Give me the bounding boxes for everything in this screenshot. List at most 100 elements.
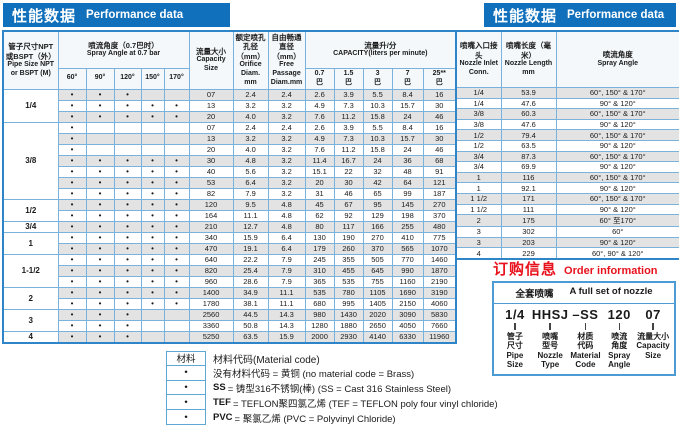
capacity-value-cell: 2650 (362, 319, 393, 332)
angle-dot-cell: • (113, 242, 142, 255)
order-code-label-line: Size (645, 350, 662, 360)
free-passage-cell: 3.2 (267, 143, 306, 156)
angle-dot-cell: • (85, 297, 115, 310)
capacity-value-cell: 15.7 (391, 99, 424, 112)
header-spray-angle-right: 喷流角度 Spray Angle (555, 30, 679, 88)
order-code-label-line: Type (541, 360, 560, 370)
capacity-value-cell: 179 (304, 242, 335, 255)
capacity-value-cell: 535 (304, 286, 335, 299)
left-title-en: Performance data (86, 9, 184, 21)
material-legend-text: SS = 铸型316不锈钢(棒) (SS = Cast 316 Stainles… (213, 382, 452, 395)
angle-dot-cell: • (85, 308, 115, 321)
capacity-value-cell: 24 (391, 110, 424, 123)
capacity-value-cell: 15.1 (304, 165, 335, 178)
pipe-size-cell: 2 (2, 286, 59, 310)
angle-dot-cell (85, 121, 115, 134)
order-code-value: 07 (645, 307, 661, 322)
capacity-value-cell: 95 (362, 198, 393, 211)
angle-dot-cell: • (57, 88, 87, 101)
capacity-value-cell: 990 (391, 264, 424, 277)
capacity-value-cell: 1460 (422, 253, 457, 266)
capacity-size-cell: 40 (188, 165, 234, 178)
nozzle-table-row: 1 1/2 111 90° & 120° (455, 203, 679, 216)
nozzle-table-row: 1 92.1 90° & 120° (455, 182, 679, 194)
angle-dot-cell: • (113, 308, 142, 321)
angle-dot-cell: • (113, 209, 142, 222)
material-legend-text: 没有材料代码 = 黄铜 (no material code = Brass) (213, 369, 415, 381)
header-angle-60: 60° (57, 68, 87, 90)
capacity-value-cell: 80 (304, 220, 335, 233)
order-info-title: 订购信息 Order information (493, 258, 658, 279)
nozzle-table-row: 1/2 79.4 60°, 150° & 170° (455, 129, 679, 141)
free-passage-cell: 2.4 (267, 88, 306, 101)
orifice-diam-cell: 28.6 (232, 275, 269, 288)
full-set-en: A full set of nozzle (569, 286, 653, 297)
capacity-size-cell: 30 (188, 154, 234, 167)
angle-dot-cell: • (113, 154, 142, 167)
capacity-value-cell: 5830 (422, 308, 457, 321)
capacity-value-cell: 68 (422, 154, 457, 167)
spray-angle-cell: 90° & 120° (555, 97, 679, 110)
capacity-size-cell: 53 (188, 176, 234, 189)
angle-dot-cell: • (85, 242, 115, 255)
perf-table-row: 1/2 • • • • • 120 9.5 4.8 45 67 95 145 270 (2, 198, 457, 222)
angle-dot-cell: • (140, 99, 165, 112)
capacity-value-cell: 8.4 (391, 88, 424, 101)
angle-dot-cell (163, 88, 190, 101)
capacity-size-cell: 07 (188, 121, 234, 134)
free-passage-cell: 14.3 (267, 319, 306, 332)
capacity-value-cell: 16 (422, 88, 457, 101)
capacity-value-cell: 45 (304, 198, 335, 211)
orifice-diam-cell: 4.0 (232, 110, 269, 123)
header-spray-angle: 喷流角度（0.7巴时） Spray Angle at 0.7 bar (57, 30, 190, 69)
capacity-value-cell: 410 (391, 231, 424, 244)
capacity-size-cell: 82 (188, 187, 234, 200)
perf-table-row: 3/8 • 07 2.4 2.4 2.6 3.9 5.5 8.4 16 (2, 121, 457, 200)
inlet-conn-cell: 1 1/2 (455, 192, 502, 205)
angle-dot-cell: • (140, 187, 165, 200)
inlet-conn-cell: 1/4 (455, 97, 502, 110)
right-performance-title: 性能数据 Performance data (484, 3, 676, 27)
perf-table-row: 1/4 • • • 07 2.4 2.4 2.6 3.9 5.5 8.4 16 (2, 88, 457, 123)
free-passage-cell: 3.2 (267, 154, 306, 167)
angle-dot-cell: • (85, 220, 115, 233)
capacity-value-cell: 20 (304, 176, 335, 189)
nozzle-length-cell: 116 (500, 171, 557, 184)
capacity-value-cell: 7.6 (304, 110, 335, 123)
capacity-value-cell: 2.6 (304, 88, 335, 101)
capacity-size-cell: 3360 (188, 319, 234, 332)
free-passage-cell: 11.1 (267, 297, 306, 310)
nozzle-length-cell: 53.9 (500, 87, 557, 99)
perf-table-row: • • • • • 13 3.2 3.2 4.9 7.3 10.3 15.7 30 (3, 99, 457, 112)
capacity-size-cell: 13 (188, 99, 234, 112)
angle-dot-cell: • (140, 220, 165, 233)
order-code-value: 1/4 (505, 307, 525, 322)
spray-angle-cell: 60° (555, 226, 679, 238)
capacity-value-cell: 46 (422, 143, 457, 156)
angle-dot-cell: • (163, 275, 190, 288)
capacity-value-cell: 8.4 (391, 121, 424, 134)
angle-dot-cell (140, 308, 165, 321)
nozzle-table-row: 3 302 60° (455, 226, 679, 238)
order-code-label-line: Angle (608, 360, 631, 370)
capacity-value-cell: 16.7 (333, 154, 364, 167)
perf-table-row: 3/4 • • • • • 210 12.7 4.8 80 117 166 255 480 (2, 220, 457, 233)
angle-dot-cell: • (140, 242, 165, 255)
angle-dot-cell: • (85, 275, 115, 288)
capacity-value-cell: 480 (422, 220, 457, 233)
capacity-value-cell: 24 (362, 154, 393, 167)
capacity-value-cell: 16 (422, 121, 457, 134)
pipe-size-cell: 3/4 (2, 220, 59, 233)
angle-dot-cell: • (113, 253, 142, 266)
orifice-diam-cell: 4.8 (232, 154, 269, 167)
pipe-size-cell: 1 (2, 231, 59, 255)
order-code-label-line: 材质 (577, 332, 594, 341)
perf-table-row: • • • • • 470 19.1 6.4 179 260 370 565 1070 (3, 242, 457, 255)
capacity-value-cell: 355 (333, 253, 364, 266)
capacity-value-cell: 46 (422, 110, 457, 123)
material-bullet-cell: • (166, 365, 206, 381)
spray-angle-cell: 60°, 150° & 170° (555, 87, 679, 99)
capacity-value-cell: 5.5 (362, 88, 393, 101)
nozzle-table-row: 3/8 47.6 90° & 120° (455, 118, 679, 131)
orifice-diam-cell: 50.8 (232, 319, 269, 332)
